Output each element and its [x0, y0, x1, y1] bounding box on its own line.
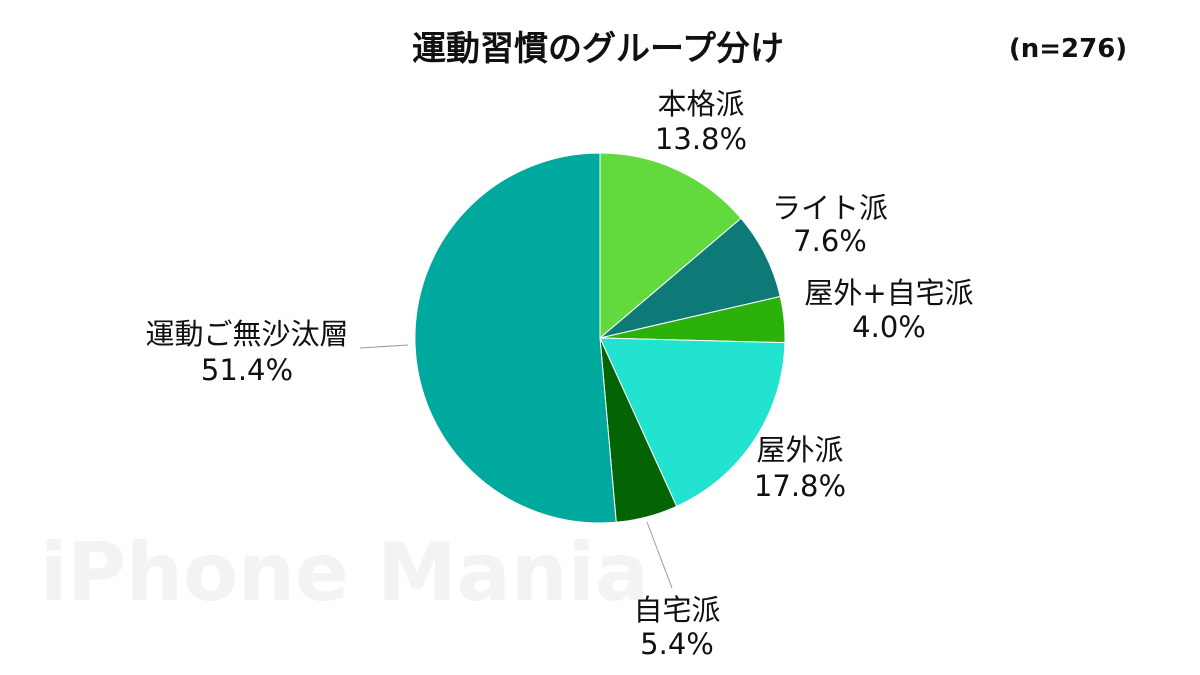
slice-label-value: 51.4%	[201, 353, 293, 387]
slice-label-value: 5.4%	[640, 627, 714, 661]
pie-slice-本格派	[599, 152, 742, 340]
pie-slices	[414, 152, 786, 524]
slice-label-name: 屋外+自宅派	[804, 276, 973, 310]
slice-label-name: 運動ご無沙汰層	[145, 317, 348, 351]
slice-label-name: ライト派	[772, 191, 888, 225]
leader-line-運動ご無沙汰層	[359, 344, 409, 349]
leader-lines	[359, 344, 673, 589]
pie-slice-屋外派	[599, 337, 786, 508]
leader-line-自宅派	[646, 521, 673, 589]
slice-labels: 本格派 13.8% ライト派 7.6% 屋外+自宅派 4.0% 屋外派 17.8…	[145, 87, 973, 661]
slice-label-ライト派: ライト派 7.6%	[772, 191, 888, 258]
slice-label-name: 自宅派	[633, 593, 720, 627]
slice-label-本格派: 本格派 13.8%	[655, 87, 747, 156]
slice-label-value: 13.8%	[655, 122, 747, 156]
slice-label-屋外派: 屋外派 17.8%	[754, 433, 846, 503]
slice-label-自宅派: 自宅派 5.4%	[633, 593, 720, 661]
slice-label-name: 屋外派	[756, 433, 843, 467]
pie-slice-運動ご無沙汰層	[414, 152, 617, 524]
watermark-text: iPhone Mania	[40, 526, 649, 619]
slice-label-屋外+自宅派: 屋外+自宅派 4.0%	[804, 276, 973, 344]
sample-size-label: (n=276)	[1009, 34, 1127, 64]
slice-label-value: 4.0%	[852, 310, 926, 344]
slice-label-運動ご無沙汰層: 運動ご無沙汰層 51.4%	[145, 317, 348, 387]
chart-title: 運動習慣のグループ分け	[412, 29, 784, 69]
slice-label-value: 17.8%	[754, 469, 846, 503]
slice-label-value: 7.6%	[793, 224, 867, 258]
slice-label-name: 本格派	[657, 87, 744, 121]
